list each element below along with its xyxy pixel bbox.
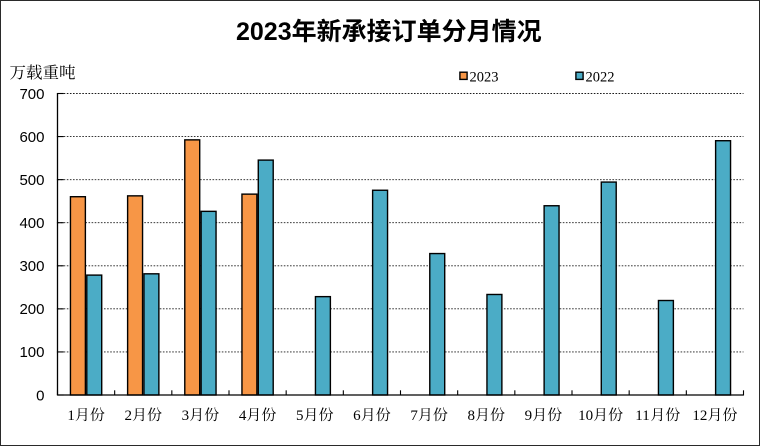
svg-text:600: 600 xyxy=(19,129,44,146)
svg-text:2023: 2023 xyxy=(236,18,292,46)
svg-text:300: 300 xyxy=(19,258,44,275)
svg-text:3: 3 xyxy=(182,408,190,424)
svg-text:10: 10 xyxy=(578,408,593,424)
svg-text:400: 400 xyxy=(19,215,44,232)
svg-text:700: 700 xyxy=(19,86,44,103)
svg-text:12: 12 xyxy=(692,408,707,424)
svg-text:0: 0 xyxy=(36,387,44,404)
svg-text:200: 200 xyxy=(19,301,44,318)
svg-text:6: 6 xyxy=(353,408,361,424)
svg-text:7: 7 xyxy=(410,408,418,424)
svg-text:5: 5 xyxy=(296,408,304,424)
svg-text:4: 4 xyxy=(239,408,247,424)
svg-text:500: 500 xyxy=(19,172,44,189)
svg-text:100: 100 xyxy=(19,344,44,361)
svg-text:1: 1 xyxy=(67,408,75,424)
svg-text:2022: 2022 xyxy=(586,70,615,86)
svg-text:2023: 2023 xyxy=(470,70,499,86)
svg-text:11: 11 xyxy=(635,408,649,424)
svg-text:2: 2 xyxy=(125,408,133,424)
svg-text:8: 8 xyxy=(468,408,476,424)
svg-text:9: 9 xyxy=(525,408,533,424)
